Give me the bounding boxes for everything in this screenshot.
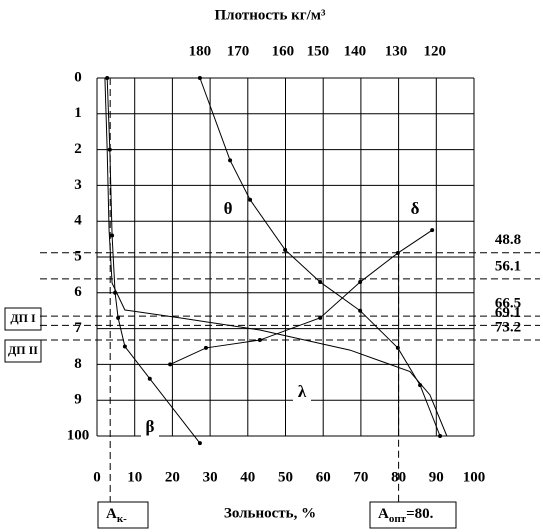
y-tick-label: 6 <box>74 284 82 300</box>
point <box>116 315 121 320</box>
aopt-label: Aопт=80. <box>378 506 434 524</box>
curve-label: δ <box>411 199 420 218</box>
x2-tick-label: 160 <box>272 43 295 59</box>
point <box>197 76 202 80</box>
y-tick-label: 8 <box>74 356 82 372</box>
x-tick-label: 20 <box>165 469 180 485</box>
point <box>358 280 363 285</box>
point <box>203 345 208 350</box>
point <box>228 158 233 163</box>
annotation-box <box>4 307 42 331</box>
x2-tick-label: 170 <box>227 43 250 59</box>
aopt-sub: опт <box>389 513 407 525</box>
point <box>283 247 288 252</box>
point <box>395 251 400 256</box>
curve-label-bg <box>406 200 424 220</box>
x2-tick-label: 150 <box>307 43 330 59</box>
x2-tick-label: 120 <box>424 43 447 59</box>
label-box <box>369 501 457 529</box>
x-tick-label: 90 <box>429 469 444 485</box>
level-label: 48.8 <box>495 232 521 248</box>
level-label: 73.2 <box>495 319 521 335</box>
y-tick-label: 7 <box>74 320 82 336</box>
curve-label-bg <box>219 200 237 220</box>
level-label: 69.1 <box>495 305 521 321</box>
ak-sub: к- <box>117 513 127 525</box>
x-tick-label: 10 <box>127 469 142 485</box>
y-tick-label: 5 <box>74 248 82 264</box>
aopt-main: A <box>378 506 389 522</box>
point <box>438 434 443 438</box>
curve <box>169 229 433 365</box>
y-tick-label: 0 <box>74 69 82 85</box>
x-tick-label: 60 <box>316 469 331 485</box>
point <box>110 233 115 238</box>
point <box>147 376 152 381</box>
point <box>113 290 118 295</box>
x-tick-label: 100 <box>463 469 486 485</box>
x-tick-label: 40 <box>240 469 255 485</box>
x2-tick-label: 180 <box>189 43 212 59</box>
point <box>430 228 435 233</box>
annotation: ДП I <box>10 311 36 325</box>
y-tick-label: 100 <box>67 427 90 443</box>
x-tick-label: 50 <box>278 469 293 485</box>
label-box <box>97 501 149 529</box>
x-tick-label: 30 <box>203 469 218 485</box>
y-tick-label: 2 <box>74 141 82 157</box>
point <box>257 338 262 343</box>
chart-title: Плотность кг/м³ <box>215 7 326 23</box>
y-tick-label: 4 <box>74 213 82 229</box>
y-tick-label: 3 <box>74 177 82 193</box>
x2-tick-label: 130 <box>385 43 408 59</box>
point <box>318 315 323 320</box>
annotation: ДП II <box>8 343 38 357</box>
curve-label: θ <box>224 199 233 218</box>
point <box>418 383 423 388</box>
annotation-box <box>4 339 42 363</box>
ak-label: Aк- <box>106 506 127 524</box>
point <box>105 76 110 80</box>
y-tick-label: 9 <box>74 392 82 408</box>
curve-label: β <box>146 417 155 436</box>
point <box>395 345 400 350</box>
x2-tick-label: 140 <box>344 43 367 59</box>
curve-label-bg <box>293 383 311 403</box>
level-label: 66.5 <box>495 296 521 312</box>
point <box>358 308 363 313</box>
y-tick-label: 1 <box>74 105 82 121</box>
point <box>248 197 253 202</box>
aopt-rest: =80. <box>406 506 434 522</box>
point <box>107 147 112 152</box>
x-axis-label: Зольность, % <box>224 505 316 521</box>
point <box>197 441 202 446</box>
level-label: 56.1 <box>495 258 521 274</box>
x-tick-label: 70 <box>353 469 368 485</box>
point <box>168 362 173 367</box>
point <box>122 344 127 349</box>
curve-label: λ <box>298 382 307 401</box>
curve <box>106 77 201 444</box>
x-tick-label: 0 <box>93 469 101 485</box>
point <box>318 280 323 285</box>
ak-main: A <box>106 506 117 522</box>
curve-label-bg <box>141 418 159 438</box>
